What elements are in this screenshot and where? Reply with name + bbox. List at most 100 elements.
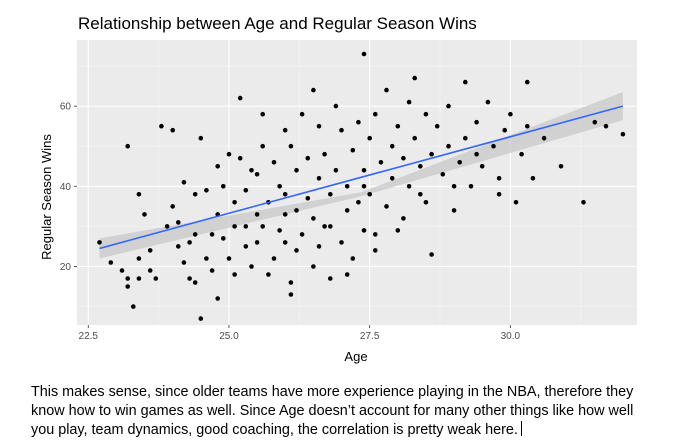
axis-ticks: 22.5 25.0 27.5 30.0 20 40 60 xyxy=(60,102,521,342)
data-point xyxy=(620,131,626,137)
y-axis-title: Regular Season Wins xyxy=(39,134,54,260)
data-point xyxy=(344,184,350,189)
data-point xyxy=(237,95,243,101)
data-point xyxy=(294,248,299,253)
data-point xyxy=(142,212,147,217)
data-point xyxy=(401,155,406,161)
data-point xyxy=(592,119,598,125)
data-point xyxy=(446,143,451,149)
data-point xyxy=(215,296,220,301)
data-point xyxy=(406,99,412,105)
data-point xyxy=(361,184,367,189)
data-point xyxy=(463,79,468,85)
data-point xyxy=(170,204,175,209)
data-point xyxy=(260,224,266,229)
data-point xyxy=(311,216,316,221)
data-point xyxy=(260,111,266,117)
y-tick-label: 20 xyxy=(60,262,72,273)
data-point xyxy=(221,236,226,241)
data-point xyxy=(333,103,339,109)
data-point xyxy=(451,208,457,213)
y-tick-label: 40 xyxy=(60,182,72,193)
data-point xyxy=(271,256,277,261)
data-point xyxy=(181,260,187,265)
data-point xyxy=(288,292,294,297)
data-point xyxy=(159,123,164,129)
data-point xyxy=(249,264,254,269)
data-point xyxy=(254,212,260,217)
data-point xyxy=(237,155,243,161)
data-point xyxy=(525,123,530,129)
data-point xyxy=(131,304,136,309)
data-point xyxy=(204,188,209,193)
data-point xyxy=(491,143,496,149)
confidence-band-layer xyxy=(99,92,623,259)
data-point xyxy=(558,164,564,169)
data-point xyxy=(232,224,237,229)
data-point xyxy=(373,111,378,117)
panel-background xyxy=(77,40,637,325)
caption-text: This makes sense, since older teams have… xyxy=(31,383,671,440)
data-point xyxy=(434,123,440,129)
data-point xyxy=(164,224,170,229)
data-point xyxy=(209,268,215,273)
data-point xyxy=(333,168,339,173)
caption-line-3: you play, team dynamics, good coaching, … xyxy=(31,421,671,440)
data-point xyxy=(97,240,102,245)
data-point xyxy=(496,176,502,181)
data-point xyxy=(243,224,249,229)
data-point xyxy=(361,51,367,57)
data-point xyxy=(125,276,130,281)
data-point xyxy=(328,276,333,281)
data-point xyxy=(463,135,468,141)
data-point xyxy=(530,176,536,181)
data-point xyxy=(395,228,401,233)
data-point xyxy=(282,192,288,197)
chart-title: Relationship between Age and Regular Sea… xyxy=(78,14,477,33)
data-point xyxy=(187,276,192,281)
data-point xyxy=(525,79,530,85)
data-point xyxy=(176,244,181,249)
data-point xyxy=(423,200,429,205)
data-point xyxy=(187,240,192,245)
x-tick-label: 22.5 xyxy=(79,331,99,342)
data-point xyxy=(367,192,373,197)
data-point xyxy=(311,87,316,93)
data-point xyxy=(350,147,356,153)
data-point xyxy=(176,220,181,225)
data-point xyxy=(479,164,485,169)
data-point xyxy=(288,280,294,285)
data-point xyxy=(316,123,322,129)
data-point xyxy=(254,240,260,245)
data-point xyxy=(198,316,204,321)
x-axis-title: Age xyxy=(344,349,367,364)
data-point xyxy=(192,280,198,285)
data-point xyxy=(243,244,249,249)
caption-line-1: This makes sense, since older teams have… xyxy=(31,384,634,400)
data-point xyxy=(277,184,282,189)
data-point xyxy=(457,160,463,165)
data-point xyxy=(384,204,389,209)
data-point xyxy=(266,272,271,277)
data-point xyxy=(418,164,423,169)
data-point xyxy=(541,135,547,141)
data-point xyxy=(389,143,395,149)
data-point xyxy=(305,196,311,201)
data-point xyxy=(395,123,401,129)
data-point xyxy=(282,127,288,133)
data-point xyxy=(147,248,153,253)
data-point xyxy=(508,111,513,117)
data-point xyxy=(344,272,350,277)
data-point xyxy=(226,256,232,261)
data-point xyxy=(474,119,479,125)
caption-line-3-text: you play, team dynamics, good coaching, … xyxy=(31,422,518,438)
data-point xyxy=(254,172,260,177)
data-point xyxy=(260,143,266,149)
data-point xyxy=(406,184,412,189)
data-point xyxy=(288,143,294,149)
data-point xyxy=(249,168,254,173)
data-point xyxy=(344,208,350,213)
y-tick-label: 60 xyxy=(60,102,72,113)
data-point xyxy=(316,244,322,249)
data-point xyxy=(316,176,322,181)
